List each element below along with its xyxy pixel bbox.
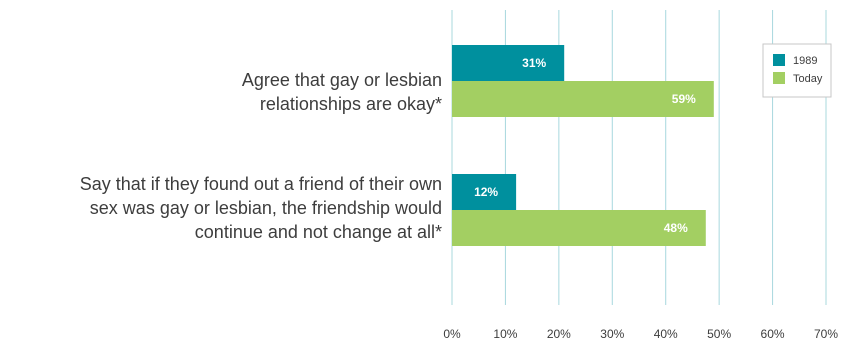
category-label-line: continue and not change at all*: [195, 222, 442, 242]
bar-today-0: [452, 81, 714, 117]
legend: 1989 Today: [762, 43, 832, 98]
category-label-line: Agree that gay or lesbian: [242, 70, 442, 90]
x-tick-labels: 0% 10% 20% 30% 40% 50% 60% 70%: [443, 327, 838, 341]
x-tick-label: 70%: [814, 327, 838, 341]
legend-label-today: Today: [793, 73, 823, 85]
x-tick-label: 0%: [443, 327, 461, 341]
legend-swatch-1989: [773, 54, 785, 66]
x-tick-label: 50%: [707, 327, 731, 341]
category-label-line: sex was gay or lesbian, the friendship w…: [90, 198, 442, 218]
category-labels: Agree that gay or lesbian relationships a…: [80, 70, 442, 242]
bar-value-label: 59%: [672, 92, 696, 106]
category-label-line: relationships are okay*: [260, 94, 442, 114]
bar-today-1: [452, 210, 706, 246]
bars: 31% 12% 59% 48%: [452, 45, 714, 246]
x-tick-label: 40%: [654, 327, 678, 341]
bar-1989-0: [452, 45, 565, 81]
category-label-line: Say that if they found out a friend of t…: [80, 174, 442, 194]
legend-box: [762, 43, 832, 98]
x-tick-label: 60%: [761, 327, 785, 341]
x-tick-label: 30%: [600, 327, 624, 341]
legend-swatch-today: [773, 72, 785, 84]
legend-label-1989: 1989: [793, 55, 817, 67]
x-tick-label: 10%: [493, 327, 517, 341]
bar-value-label: 12%: [474, 185, 498, 199]
x-tick-label: 20%: [547, 327, 571, 341]
bar-1989-1: [452, 174, 517, 210]
bar-value-label: 31%: [522, 56, 546, 70]
bar-value-label: 48%: [664, 221, 688, 235]
